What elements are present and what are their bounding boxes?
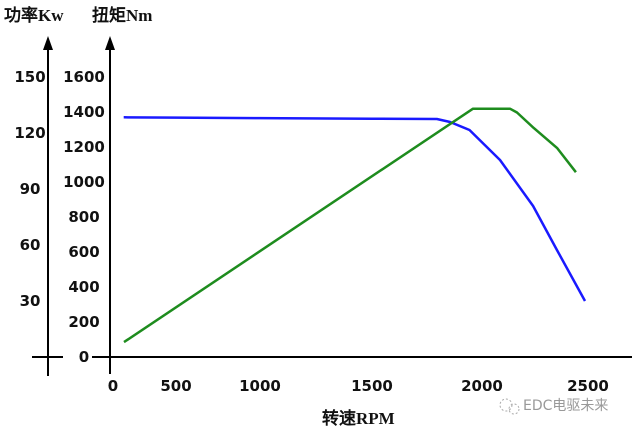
watermark-icon: [499, 398, 520, 415]
torque-tick-label: 1400: [63, 103, 105, 121]
x-tick-label: 1000: [239, 377, 281, 395]
torque-curve: [123, 116, 587, 302]
torque-tick-label: 1600: [63, 68, 105, 86]
torque-tick-label: 0: [79, 348, 89, 366]
x-tick-label: 2500: [567, 377, 609, 395]
torque-axis-label: 扭矩Nm: [92, 5, 152, 25]
torque-tick-label: 800: [68, 208, 99, 226]
power-curve: [123, 107, 577, 344]
x-tick-label: 1500: [351, 377, 393, 395]
power-axis-label: 功率Kw: [4, 5, 64, 25]
x-tick-label: 2000: [461, 377, 503, 395]
torque-tick-label: 600: [68, 243, 99, 261]
torque-tick-label: 400: [68, 278, 99, 296]
x-axis-label: 转速RPM: [322, 408, 395, 428]
power-tick-label: 120: [14, 124, 45, 142]
torque-tick-label: 1200: [63, 138, 105, 156]
power-axis-arrow-icon: [43, 36, 53, 50]
x-tick-label: 500: [160, 377, 191, 395]
watermark: EDC电驱未来: [523, 398, 608, 414]
power-tick-label: 30: [20, 292, 41, 310]
power-tick-label: 60: [20, 236, 41, 254]
torque-tick-label: 1000: [63, 173, 105, 191]
axes: 3060901201500200400600800100012001400160…: [14, 36, 632, 395]
x-tick-label: 0: [108, 377, 118, 395]
power-tick-label: 90: [20, 180, 41, 198]
power-tick-label: 150: [14, 68, 45, 86]
torque-axis-arrow-icon: [105, 36, 115, 50]
torque-tick-label: 200: [68, 313, 99, 331]
